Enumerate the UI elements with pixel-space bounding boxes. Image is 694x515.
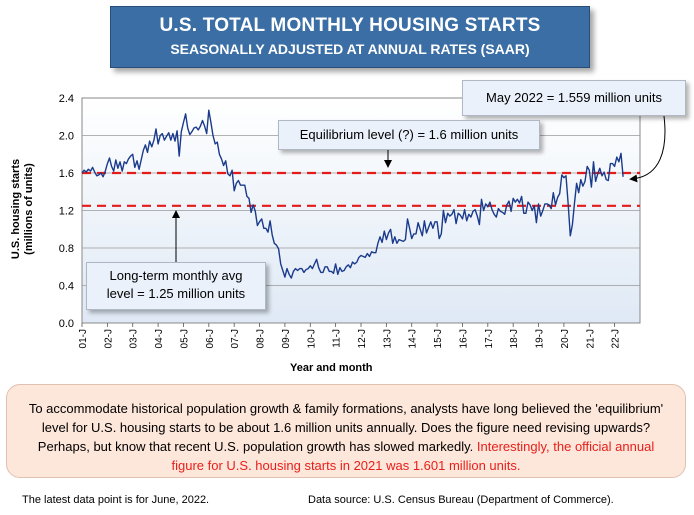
y-axis-label: U.S. housing starts (millions of units)	[10, 158, 35, 260]
y-tick-label: 2.4	[59, 93, 74, 105]
x-tick-label: 07-J	[230, 329, 241, 348]
x-tick-label: 13-J	[382, 329, 393, 348]
title-banner: U.S. TOTAL MONTHLY HOUSING STARTS SEASON…	[110, 6, 590, 68]
y-tick-label: 0.0	[59, 318, 74, 330]
x-tick-label: 16-J	[458, 329, 469, 348]
y-tick-label: 1.2	[59, 206, 74, 218]
x-axis-label: Year and month	[290, 362, 373, 374]
x-tick-label: 08-J	[256, 329, 267, 348]
y-tick-label: 0.8	[59, 243, 74, 255]
x-tick-label: 20-J	[560, 329, 571, 348]
x-tick-label: 03-J	[129, 329, 140, 348]
latest-data-note: The latest data point is for June, 2022.	[22, 494, 210, 506]
x-tick-label: 17-J	[484, 329, 495, 348]
long-term-line-1: Long-term monthly avg	[109, 268, 243, 283]
x-tick-label: 12-J	[357, 329, 368, 348]
x-tick-label: 02-J	[103, 329, 114, 348]
x-tick-label: 15-J	[433, 329, 444, 348]
x-tick-label: 09-J	[281, 329, 292, 348]
x-tick-label: 10-J	[306, 329, 317, 348]
x-tick-label: 11-J	[332, 329, 343, 348]
y-tick-label: 0.4	[59, 281, 74, 293]
x-tick-label: 19-J	[535, 329, 546, 348]
x-tick-label: 05-J	[179, 329, 190, 348]
y-tick-label: 1.6	[59, 168, 74, 180]
equilibrium-callout: Equilibrium level (?) = 1.6 million unit…	[278, 120, 540, 150]
x-tick-label: 04-J	[154, 329, 165, 348]
latest-value-arrow	[629, 115, 666, 183]
x-tick-label: 06-J	[205, 329, 216, 348]
data-source: Data source: U.S. Census Bureau (Departm…	[308, 494, 614, 506]
x-tick-label: 18-J	[509, 329, 520, 348]
commentary-highlight: Interestingly, the official annual figur…	[171, 439, 655, 473]
long-term-average-callout: Long-term monthly avg level = 1.25 milli…	[86, 262, 266, 310]
housing-starts-line	[81, 109, 624, 279]
x-tick-label: 01-J	[78, 329, 89, 348]
x-tick-label: 22-J	[611, 329, 622, 348]
chart-title: U.S. TOTAL MONTHLY HOUSING STARTS	[159, 15, 541, 36]
x-tick-label: 14-J	[408, 329, 419, 348]
x-tick-label: 21-J	[585, 329, 596, 348]
long-term-line-2: level = 1.25 million units	[106, 286, 246, 301]
commentary-box: To accommodate historical population gro…	[6, 384, 686, 478]
commentary-text: To accommodate historical population gro…	[28, 401, 664, 454]
latest-value-callout: May 2022 = 1.559 million units	[462, 80, 686, 116]
chart-subtitle: SEASONALLY ADJUSTED AT ANNUAL RATES (SAA…	[170, 41, 530, 57]
y-tick-label: 2.0	[59, 131, 74, 143]
chart-area: 0.0 0.4 0.8 1.2 1.6 2.0 2.4 01-J 02-J 03-J 04-J 05-…	[59, 93, 666, 348]
